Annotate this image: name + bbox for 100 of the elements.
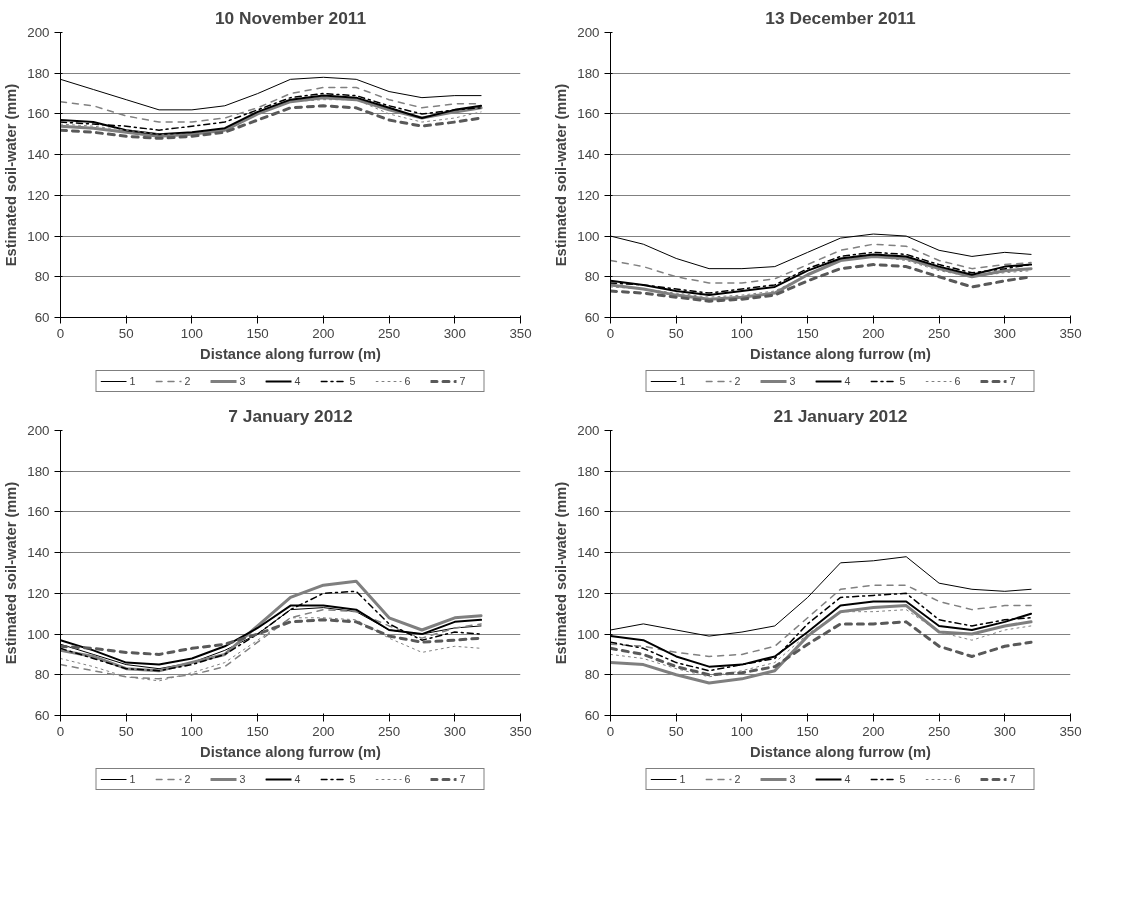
x-tick-label: 350 (509, 723, 532, 739)
y-tick-label: 120 (577, 187, 600, 203)
legend-label: 6 (954, 773, 962, 785)
legend-label: 2 (184, 773, 192, 785)
chart-title: 7 January 2012 (228, 405, 353, 426)
legend-label: 4 (844, 375, 852, 387)
x-axis-title: Distance along furrow (m) (750, 743, 932, 760)
legend-label: 7 (459, 773, 467, 785)
x-tick-label: 300 (993, 723, 1016, 739)
legend-label: 7 (1009, 773, 1017, 785)
legend-label: 5 (349, 773, 357, 785)
x-tick-label: 150 (796, 325, 819, 341)
x-tick-label: 100 (180, 723, 204, 739)
legend-label: 7 (1009, 375, 1017, 387)
y-axis-title: Estimated soil-water (mm) (553, 83, 570, 267)
x-tick-label: 200 (312, 325, 335, 341)
y-axis-title: Estimated soil-water (mm) (3, 481, 20, 665)
x-axis-title: Distance along furrow (m) (200, 743, 382, 760)
legend-label: 6 (954, 375, 962, 387)
x-tick-label: 50 (118, 723, 134, 739)
chart-title: 13 December 2011 (765, 7, 917, 28)
x-tick-label: 100 (180, 325, 204, 341)
x-tick-label: 300 (443, 723, 466, 739)
y-tick-label: 200 (577, 25, 600, 40)
x-tick-label: 350 (1059, 723, 1082, 739)
y-tick-label: 160 (27, 106, 50, 122)
legend-label: 6 (404, 375, 412, 387)
x-tick-label: 350 (509, 325, 532, 341)
y-tick-label: 140 (27, 147, 50, 163)
legend-label: 1 (679, 375, 687, 387)
line-series (610, 620, 1033, 677)
y-tick-label: 200 (27, 423, 50, 438)
legend-label: 6 (404, 773, 412, 785)
x-tick-label: 300 (443, 325, 466, 341)
y-tick-label: 60 (34, 708, 50, 723)
legend-label: 4 (294, 375, 302, 387)
x-tick-label: 250 (927, 325, 951, 341)
y-tick-label: 160 (577, 504, 600, 520)
y-tick-label: 140 (27, 545, 50, 561)
chart-title: 21 January 2012 (773, 405, 908, 426)
y-tick-label: 100 (27, 626, 50, 642)
y-tick-label: 80 (584, 269, 600, 285)
x-tick-label: 350 (1059, 325, 1082, 341)
x-tick-label: 100 (730, 325, 754, 341)
legend-label: 1 (129, 375, 137, 387)
x-tick-label: 200 (312, 723, 335, 739)
x-tick-label: 0 (56, 723, 65, 739)
y-tick-label: 160 (577, 106, 600, 122)
y-tick-label: 60 (584, 310, 600, 325)
y-tick-label: 80 (34, 269, 50, 285)
y-tick-label: 80 (584, 667, 600, 683)
y-tick-label: 180 (27, 65, 50, 81)
y-tick-label: 180 (577, 65, 600, 81)
y-tick-label: 60 (584, 708, 600, 723)
y-tick-label: 120 (577, 585, 600, 601)
y-tick-label: 200 (27, 25, 50, 40)
y-tick-label: 100 (577, 228, 600, 244)
legend-label: 1 (129, 773, 137, 785)
legend-label: 4 (294, 773, 302, 785)
y-tick-label: 80 (34, 667, 50, 683)
y-tick-label: 120 (27, 585, 50, 601)
legend-label: 3 (239, 375, 247, 387)
x-tick-label: 50 (668, 723, 684, 739)
x-tick-label: 150 (246, 723, 269, 739)
legend-label: 5 (899, 375, 907, 387)
x-tick-label: 100 (730, 723, 754, 739)
x-tick-label: 300 (993, 325, 1016, 341)
y-tick-label: 200 (577, 423, 600, 438)
legend-label: 5 (899, 773, 907, 785)
x-axis-title: Distance along furrow (m) (750, 345, 932, 362)
legend-label: 4 (844, 773, 852, 785)
x-axis-title: Distance along furrow (m) (200, 345, 382, 362)
x-tick-label: 0 (606, 723, 615, 739)
y-tick-label: 100 (577, 626, 600, 642)
y-tick-label: 60 (34, 310, 50, 325)
y-tick-label: 160 (27, 504, 50, 520)
x-tick-label: 200 (862, 723, 885, 739)
legend-label: 1 (679, 773, 687, 785)
legend-label: 5 (349, 375, 357, 387)
legend-label: 2 (184, 375, 192, 387)
y-axis-title: Estimated soil-water (mm) (3, 83, 20, 267)
legend-label: 7 (459, 375, 467, 387)
legend-label: 3 (239, 773, 247, 785)
x-tick-label: 150 (246, 325, 269, 341)
legend-label: 3 (789, 773, 797, 785)
x-tick-label: 200 (862, 325, 885, 341)
y-tick-label: 140 (577, 545, 600, 561)
y-tick-label: 180 (27, 463, 50, 479)
x-tick-label: 0 (606, 325, 615, 341)
y-tick-label: 120 (27, 187, 50, 203)
legend-label: 2 (734, 773, 742, 785)
x-tick-label: 50 (668, 325, 684, 341)
x-tick-label: 250 (927, 723, 951, 739)
x-tick-label: 0 (56, 325, 65, 341)
x-tick-label: 250 (377, 325, 401, 341)
y-tick-label: 100 (27, 228, 50, 244)
x-tick-label: 250 (377, 723, 401, 739)
y-tick-label: 140 (577, 147, 600, 163)
y-axis-title: Estimated soil-water (mm) (553, 481, 570, 665)
x-tick-label: 50 (118, 325, 134, 341)
